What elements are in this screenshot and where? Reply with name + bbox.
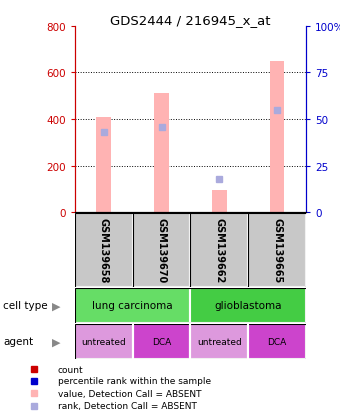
Text: percentile rank within the sample: percentile rank within the sample	[58, 377, 211, 385]
Text: GDS2444 / 216945_x_at: GDS2444 / 216945_x_at	[110, 14, 271, 27]
Text: untreated: untreated	[197, 337, 242, 346]
Text: rank, Detection Call = ABSENT: rank, Detection Call = ABSENT	[58, 401, 197, 410]
Bar	[190, 288, 306, 323]
Bar	[75, 324, 133, 359]
Text: GSM139662: GSM139662	[214, 218, 224, 283]
Text: cell type: cell type	[3, 300, 48, 311]
Bar	[133, 214, 190, 287]
Text: ▶: ▶	[52, 300, 61, 311]
Bar	[133, 324, 190, 359]
Text: value, Detection Call = ABSENT: value, Detection Call = ABSENT	[58, 389, 201, 398]
Bar	[190, 324, 248, 359]
Text: GSM139665: GSM139665	[272, 218, 282, 283]
Bar	[97, 117, 111, 213]
Text: glioblastoma: glioblastoma	[215, 300, 282, 311]
Bar	[248, 324, 306, 359]
Text: DCA: DCA	[268, 337, 287, 346]
Text: GSM139670: GSM139670	[156, 218, 167, 283]
Text: ▶: ▶	[52, 337, 61, 347]
Bar	[212, 191, 226, 213]
Bar	[248, 214, 306, 287]
Text: count: count	[58, 365, 83, 374]
Bar	[270, 62, 284, 213]
Bar	[75, 214, 133, 287]
Text: agent: agent	[3, 337, 34, 347]
Text: lung carcinoma: lung carcinoma	[92, 300, 173, 311]
Bar	[154, 94, 169, 213]
Text: GSM139658: GSM139658	[99, 218, 109, 283]
Bar	[75, 288, 190, 323]
Bar	[190, 214, 248, 287]
Text: DCA: DCA	[152, 337, 171, 346]
Text: untreated: untreated	[81, 337, 126, 346]
